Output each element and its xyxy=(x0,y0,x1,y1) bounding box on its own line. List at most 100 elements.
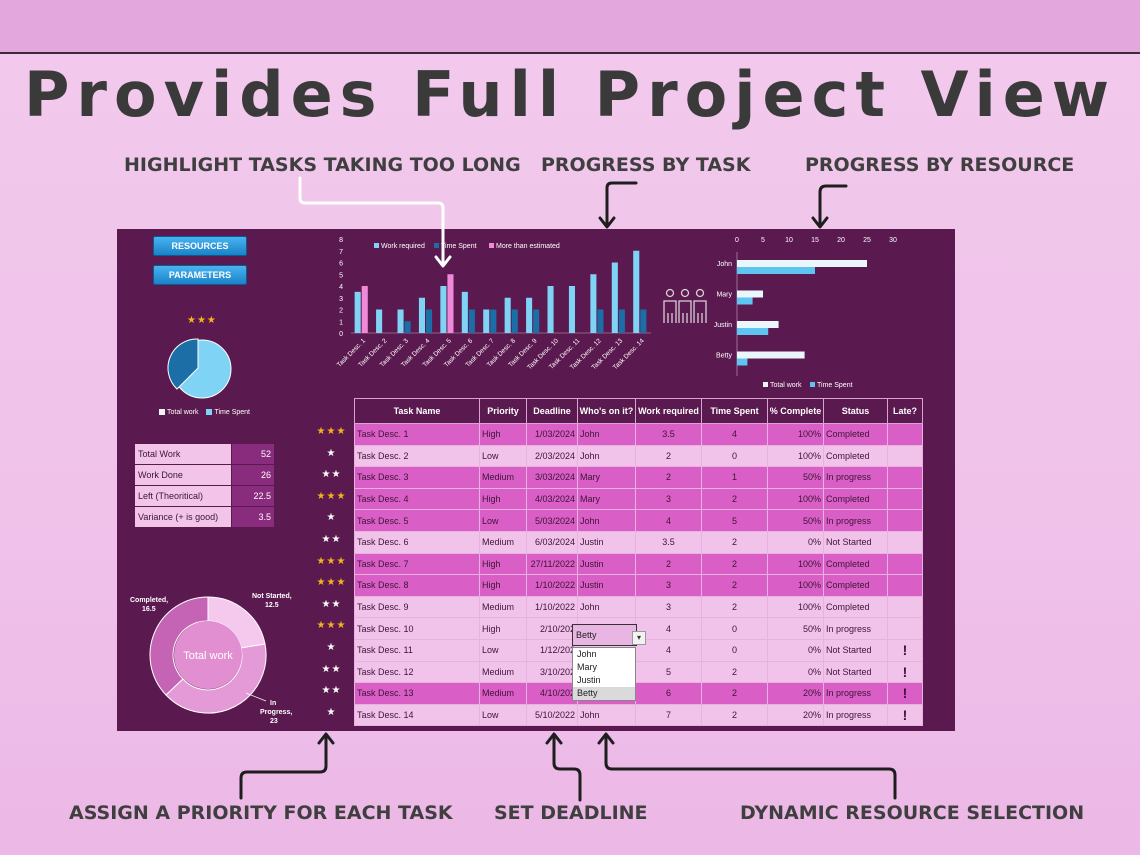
column-header[interactable]: Who's on it? xyxy=(577,398,636,424)
dropdown-arrow-icon[interactable]: ▾ xyxy=(632,631,646,645)
svg-text:12.5: 12.5 xyxy=(265,602,279,609)
cell-name: Task Desc. 12 xyxy=(354,660,480,684)
column-header[interactable]: Late? xyxy=(887,398,923,424)
cell-name: Task Desc. 2 xyxy=(354,444,480,468)
cell-priority[interactable]: Low xyxy=(479,509,527,532)
column-header[interactable]: % Complete xyxy=(767,398,824,424)
cell-late xyxy=(887,509,923,532)
column-header[interactable]: Priority xyxy=(479,398,527,424)
priority-stars[interactable]: ★★ xyxy=(321,685,342,697)
cell-deadline[interactable]: 1/10/2022 xyxy=(526,574,578,597)
bar-total-work xyxy=(737,351,805,359)
cell-deadline[interactable]: 3/10/202 xyxy=(526,660,578,684)
cell-priority[interactable]: Medium xyxy=(479,595,527,619)
priority-stars[interactable]: ★ xyxy=(326,642,337,653)
cell-priority[interactable]: High xyxy=(479,617,527,640)
column-header[interactable]: Time Spent xyxy=(701,398,768,424)
resources-button[interactable]: RESOURCES xyxy=(153,236,247,256)
category-label: Justin xyxy=(714,322,732,329)
cell-who[interactable]: Mary xyxy=(577,487,636,511)
cell-deadline[interactable]: 1/10/2022 xyxy=(526,595,578,619)
cell-deadline[interactable]: 5/03/2024 xyxy=(526,509,578,532)
cell-pct: 0% xyxy=(767,530,824,554)
cell-priority[interactable]: High xyxy=(479,552,527,576)
cell-who[interactable]: Justin xyxy=(577,552,636,576)
cell-spent: 2 xyxy=(701,595,768,619)
priority-stars[interactable]: ★★★ xyxy=(316,577,347,589)
cell-priority[interactable]: Medium xyxy=(479,466,527,489)
cell-who[interactable]: Justin xyxy=(577,574,636,597)
dropdown-option[interactable]: Betty xyxy=(573,687,635,700)
column-header[interactable]: Status xyxy=(823,398,888,424)
cell-deadline[interactable]: 2/03/2024 xyxy=(526,444,578,468)
workload-pie-chart xyxy=(167,338,232,399)
cell-priority[interactable]: High xyxy=(479,574,527,597)
summary-row: Left (Theoritical) 22.5 xyxy=(134,485,275,507)
cell-pct: 100% xyxy=(767,595,824,619)
cell-who[interactable]: John xyxy=(577,703,636,727)
category-label: Betty xyxy=(716,353,732,360)
cell-who[interactable]: John xyxy=(577,444,636,468)
priority-stars[interactable]: ★★★ xyxy=(316,490,347,502)
bar-time-spent xyxy=(511,309,518,333)
dropdown-option[interactable]: John xyxy=(577,649,597,659)
y-tick-label: 0 xyxy=(339,331,343,338)
priority-stars[interactable]: ★ xyxy=(326,447,337,459)
cell-late xyxy=(887,574,923,597)
column-header[interactable]: Work required xyxy=(635,398,702,424)
cell-deadline[interactable]: 1/12/202 xyxy=(526,638,578,662)
priority-stars[interactable]: ★★ xyxy=(321,663,342,675)
cell-pct: 100% xyxy=(767,444,824,468)
priority-stars[interactable]: ★★★ xyxy=(316,620,347,632)
cell-who[interactable]: John xyxy=(577,595,636,619)
dropdown-option[interactable]: Mary xyxy=(577,662,597,672)
cell-priority[interactable]: Low xyxy=(479,703,527,727)
cell-status: In progress xyxy=(823,466,888,489)
priority-stars[interactable]: ★ xyxy=(326,706,337,718)
cell-who[interactable]: John xyxy=(577,423,636,446)
x-tick-label: 25 xyxy=(863,237,871,244)
priority-stars[interactable]: ★★★ xyxy=(316,426,347,437)
priority-stars[interactable]: ★★★ xyxy=(316,555,347,567)
cell-deadline[interactable]: 27/11/2022 xyxy=(526,552,578,576)
cell-deadline[interactable]: 6/03/2024 xyxy=(526,530,578,554)
cell-deadline[interactable]: 1/03/2024 xyxy=(526,423,578,446)
column-header[interactable]: Deadline xyxy=(526,398,578,424)
parameters-button[interactable]: PARAMETERS xyxy=(153,265,247,285)
cell-deadline[interactable]: 4/10/202 xyxy=(526,682,578,705)
cell-priority[interactable]: Low xyxy=(479,638,527,662)
cell-pct: 100% xyxy=(767,574,824,597)
cell-priority[interactable]: Medium xyxy=(479,682,527,705)
cell-deadline[interactable]: 2/10/202 xyxy=(526,617,578,640)
cell-deadline[interactable]: 3/03/2024 xyxy=(526,466,578,489)
bar-time-spent xyxy=(426,309,433,333)
table-row: Task Desc. 12 Medium 3/10/202 5 2 0% Not Start… xyxy=(354,660,923,684)
y-tick-label: 4 xyxy=(339,284,343,291)
column-header[interactable]: Task Name xyxy=(354,398,480,424)
cell-priority[interactable]: Medium xyxy=(479,660,527,684)
dropdown-option[interactable]: Justin xyxy=(577,675,601,685)
cell-priority[interactable]: Low xyxy=(479,444,527,468)
priority-stars[interactable]: ★★ xyxy=(321,598,342,610)
table-row: Task Desc. 3 Medium 3/03/2024 Mary 2 1 50% In p… xyxy=(354,466,923,489)
cell-pct: 50% xyxy=(767,509,824,532)
cell-priority[interactable]: Medium xyxy=(479,530,527,554)
cell-who[interactable]: Justin xyxy=(577,530,636,554)
bar-more-than-estimated xyxy=(361,286,368,333)
priority-stars[interactable]: ★ xyxy=(326,512,337,524)
priority-stars[interactable]: ★★ xyxy=(321,534,342,545)
cell-spent: 5 xyxy=(701,509,768,532)
bar-time-spent xyxy=(404,321,411,333)
cell-status: Not Started xyxy=(823,530,888,554)
cell-deadline[interactable]: 5/10/2022 xyxy=(526,703,578,727)
category-label: Mary xyxy=(716,292,732,299)
cell-deadline[interactable]: 4/03/2024 xyxy=(526,487,578,511)
priority-stars[interactable]: ★★ xyxy=(321,469,342,481)
bar-work-required xyxy=(504,297,511,333)
cell-spent: 2 xyxy=(701,660,768,684)
cell-who[interactable]: John xyxy=(577,509,636,532)
cell-priority[interactable]: High xyxy=(479,487,527,511)
resource-dropdown-select[interactable]: Betty xyxy=(572,624,637,646)
cell-priority[interactable]: High xyxy=(479,423,527,446)
cell-who[interactable]: Mary xyxy=(577,466,636,489)
